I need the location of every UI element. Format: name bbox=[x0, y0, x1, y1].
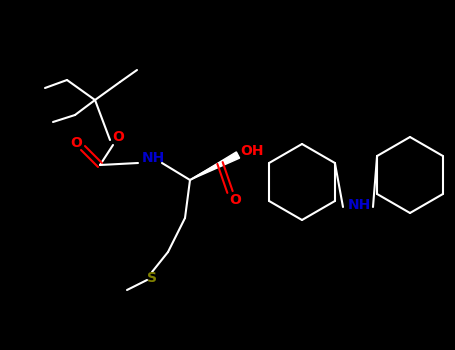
Text: NH: NH bbox=[347, 198, 371, 212]
Text: O: O bbox=[70, 136, 82, 150]
Text: NH: NH bbox=[142, 151, 165, 165]
Text: O: O bbox=[112, 130, 124, 144]
Text: S: S bbox=[147, 271, 157, 285]
Text: OH: OH bbox=[240, 144, 264, 158]
Text: O: O bbox=[229, 193, 241, 207]
Polygon shape bbox=[190, 152, 240, 180]
